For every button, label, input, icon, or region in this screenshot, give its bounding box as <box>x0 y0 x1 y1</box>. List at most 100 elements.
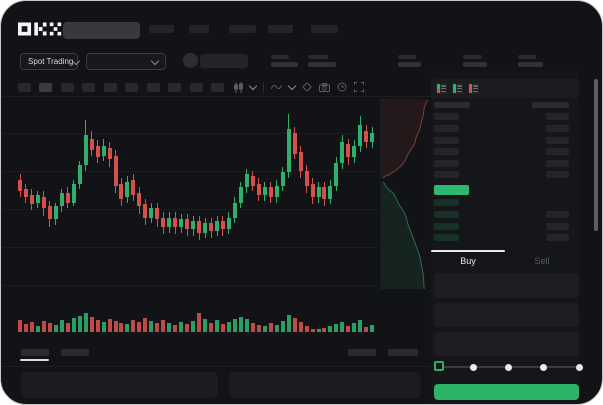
candlestick-chart[interactable] <box>1 97 379 289</box>
candle-body <box>322 187 327 199</box>
volume-bar <box>256 325 261 332</box>
orderbook-combined-icon[interactable] <box>436 83 447 94</box>
volume-bar <box>250 323 255 332</box>
candle-body <box>268 187 273 197</box>
stat-label <box>271 55 289 59</box>
chevron-down-icon[interactable] <box>248 81 258 91</box>
candle-body <box>143 204 148 218</box>
stat-label <box>518 55 536 59</box>
volume-bar <box>238 317 243 332</box>
timeframe-chip[interactable] <box>147 83 160 92</box>
volume-bar <box>268 323 273 332</box>
bottom-tab[interactable] <box>61 349 89 356</box>
candle-body <box>107 148 112 160</box>
buy-button[interactable] <box>434 384 579 400</box>
volume-bar <box>113 321 118 332</box>
volume-bar <box>370 325 375 332</box>
order-form-field[interactable] <box>434 273 579 298</box>
volume-bar <box>161 320 166 332</box>
candle-body <box>316 187 321 197</box>
volume-bar <box>244 319 249 332</box>
volume-bar <box>47 323 52 332</box>
buy-tab-underline <box>431 250 505 252</box>
order-form-field[interactable] <box>434 332 579 356</box>
avatar[interactable] <box>183 53 198 68</box>
timeframe-chip[interactable] <box>39 83 52 92</box>
nav-item[interactable] <box>268 25 293 33</box>
ask-row-price <box>434 125 459 132</box>
candle-body <box>95 146 100 158</box>
fullscreen-icon[interactable] <box>354 82 364 92</box>
candle-body <box>197 221 202 233</box>
bid-row-amount <box>546 211 569 218</box>
volume-bar <box>149 321 154 332</box>
clock-icon[interactable] <box>337 82 347 92</box>
volume-bar <box>95 320 100 332</box>
volume-bar <box>41 321 46 332</box>
nav-item[interactable] <box>149 25 174 33</box>
timeframe-chip[interactable] <box>211 83 224 92</box>
tab-sell[interactable]: Sell <box>534 256 550 266</box>
order-form-field[interactable] <box>434 303 579 327</box>
bottom-tab[interactable] <box>21 349 49 356</box>
chevron-down-icon[interactable] <box>287 81 297 91</box>
timeframe-chip[interactable] <box>125 83 138 92</box>
volume-bar <box>322 328 327 332</box>
candle-body <box>328 185 333 199</box>
candle-body <box>298 151 303 171</box>
orderbook-buy-only-icon[interactable] <box>452 83 463 94</box>
indicator-wave-icon[interactable] <box>271 83 282 91</box>
candle-body <box>137 193 142 207</box>
timeframe-chip[interactable] <box>104 83 117 92</box>
timeframe-chip[interactable] <box>190 83 203 92</box>
amount-slider-handle[interactable] <box>434 361 444 371</box>
slider-stop[interactable] <box>575 363 583 371</box>
bottom-tab[interactable] <box>348 349 376 356</box>
orderbook-sell-only-icon[interactable] <box>468 83 479 94</box>
slider-stop[interactable] <box>469 363 477 371</box>
timeframe-chip[interactable] <box>82 83 95 92</box>
ask-row-price <box>434 113 459 120</box>
volume-bar <box>71 318 76 332</box>
volume-bar <box>59 320 64 332</box>
candle-body <box>352 146 357 158</box>
candle-body <box>131 179 136 195</box>
gridline <box>1 209 379 210</box>
market-mode-dropdown[interactable]: Spot Trading <box>20 53 81 70</box>
candle-body <box>125 181 130 197</box>
trading-pair-dropdown[interactable] <box>86 53 166 70</box>
nav-item[interactable] <box>229 25 256 33</box>
depth-chart <box>380 98 429 290</box>
timeframe-chip[interactable] <box>61 83 74 92</box>
slider-stop[interactable] <box>540 363 548 371</box>
camera-icon[interactable] <box>319 82 330 92</box>
volume-bar <box>131 320 136 332</box>
orderbook-header-left <box>434 102 470 108</box>
eraser-icon[interactable] <box>302 82 312 92</box>
bid-row-price <box>434 199 459 206</box>
ask-row-price <box>434 171 459 178</box>
active-tab-underline <box>20 359 49 361</box>
timeframe-chip[interactable] <box>18 83 31 92</box>
header-action-button[interactable] <box>200 54 248 68</box>
candle-body <box>226 217 231 229</box>
search-input[interactable] <box>63 22 140 39</box>
candle-body <box>167 217 172 227</box>
nav-item[interactable] <box>311 25 338 33</box>
candle-body <box>161 217 166 227</box>
bottom-panel <box>229 372 421 398</box>
bottom-tab[interactable] <box>388 349 418 356</box>
candle-type-icon[interactable] <box>234 81 243 93</box>
slider-stop[interactable] <box>505 363 512 371</box>
candle-body <box>53 206 58 220</box>
tab-buy[interactable]: Buy <box>460 256 476 266</box>
stat-value <box>518 62 543 67</box>
scrollbar-thumb[interactable] <box>594 79 598 231</box>
bid-row-amount <box>546 223 569 230</box>
nav-item[interactable] <box>189 25 209 33</box>
candle-body <box>155 208 160 220</box>
candle-body <box>346 144 351 158</box>
timeframe-chip[interactable] <box>168 83 181 92</box>
candle-body <box>89 138 94 150</box>
candle-body <box>203 223 208 233</box>
